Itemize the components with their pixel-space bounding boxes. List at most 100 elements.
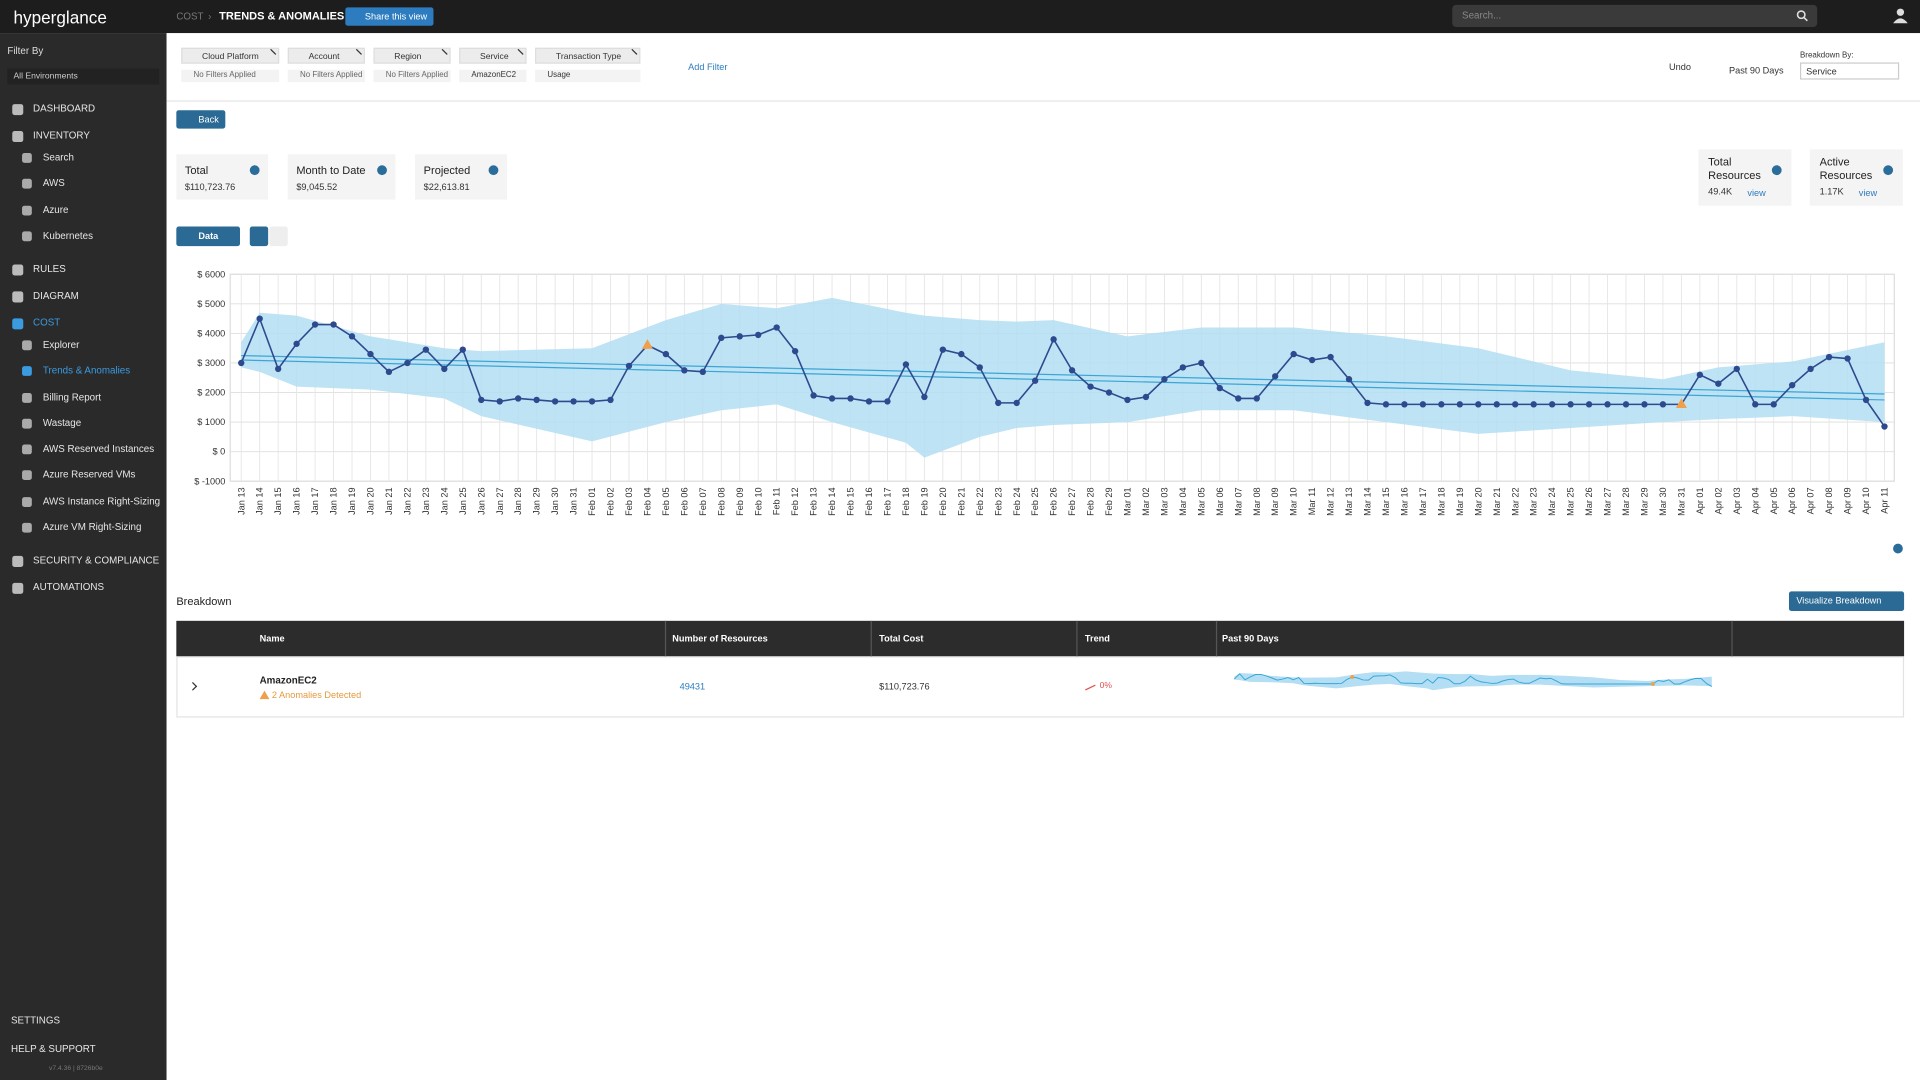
column-header[interactable]: Name: [259, 633, 285, 645]
x-tick-label: Feb 21: [956, 487, 966, 516]
y-tick-label: $ 4000: [197, 328, 225, 338]
row-resources[interactable]: 49431: [679, 680, 706, 692]
nav-subitem[interactable]: Wastage: [42, 417, 82, 429]
x-tick-label: Mar 15: [1381, 487, 1391, 516]
info-icon[interactable]: [1771, 165, 1782, 176]
data-point: [1641, 401, 1648, 408]
data-button[interactable]: Data: [176, 226, 241, 247]
share-button[interactable]: Share this view: [345, 7, 434, 26]
nav-item[interactable]: SECURITY & COMPLIANCE: [33, 554, 160, 566]
breadcrumb[interactable]: COST: [176, 11, 204, 23]
nav-subitem[interactable]: AWS Instance Right-Sizing: [42, 495, 161, 507]
nav-item[interactable]: COST: [33, 317, 61, 329]
column-header[interactable]: Total Cost: [879, 633, 924, 645]
settings[interactable]: SETTINGS: [11, 1015, 61, 1027]
visualize-button[interactable]: Visualize Breakdown: [1788, 591, 1905, 612]
info-icon[interactable]: [377, 165, 387, 176]
stat-value: $22,613.81: [423, 181, 470, 193]
back-button[interactable]: Back: [176, 110, 226, 129]
info-icon[interactable]: [1893, 543, 1903, 554]
x-tick-label: Mar 18: [1436, 487, 1446, 516]
data-point: [570, 398, 577, 405]
nav-subitem[interactable]: Azure Reserved VMs: [42, 469, 136, 481]
column-divider: [1076, 620, 1078, 657]
data-point: [1862, 396, 1870, 404]
nav-subitem[interactable]: Billing Report: [42, 391, 102, 403]
search-box[interactable]: Search...: [1452, 4, 1818, 27]
filter-chip[interactable]: Account: [287, 47, 365, 64]
filter-value[interactable]: No Filters Applied: [287, 69, 365, 83]
nav-icon: [12, 291, 24, 303]
breakdown-select[interactable]: Service: [1800, 62, 1900, 80]
data-point: [865, 398, 873, 405]
data-point: [662, 350, 670, 358]
x-tick-label: Mar 20: [1473, 487, 1483, 516]
stat-card: [176, 154, 269, 200]
info-icon[interactable]: [1883, 165, 1894, 176]
nav-subitem[interactable]: Search: [42, 151, 74, 163]
x-tick-label: Apr 08: [1824, 487, 1834, 514]
user-icon[interactable]: [1893, 7, 1908, 24]
nav-subitem[interactable]: Trends & Anomalies: [42, 365, 131, 377]
nav-subitem[interactable]: AWS Reserved Instances: [42, 443, 155, 455]
nav-subitem[interactable]: AWS: [42, 177, 65, 189]
data-point: [496, 398, 503, 405]
x-tick-label: Feb 07: [698, 487, 708, 516]
filter-chip[interactable]: Transaction Type: [535, 47, 641, 64]
anomaly-marker: [641, 339, 653, 349]
nav-subitem[interactable]: Explorer: [42, 339, 80, 351]
environment-select[interactable]: All Environments: [7, 68, 160, 85]
x-tick-label: Mar 05: [1196, 487, 1206, 516]
filter-chip[interactable]: Region: [373, 47, 451, 64]
info-icon[interactable]: [249, 165, 260, 176]
data-point: [514, 395, 522, 402]
line-view-button[interactable]: [249, 226, 269, 247]
x-tick-label: Feb 27: [1067, 487, 1077, 516]
nav-item[interactable]: AUTOMATIONS: [33, 581, 105, 593]
data-point: [588, 398, 596, 405]
filter-value[interactable]: Usage: [535, 69, 641, 83]
period[interactable]: Past 90 Days: [1728, 64, 1784, 76]
column-header[interactable]: Past 90 Days: [1222, 633, 1279, 645]
undo[interactable]: Undo: [1668, 61, 1691, 73]
help[interactable]: HELP & SUPPORT: [11, 1043, 96, 1055]
data-point: [1696, 371, 1704, 378]
nav-subitem[interactable]: Azure: [42, 203, 69, 216]
add-filter[interactable]: Add Filter: [688, 61, 728, 73]
resource-link[interactable]: view: [1747, 187, 1766, 199]
filter-chip[interactable]: Service: [459, 47, 527, 64]
data-point: [1364, 399, 1371, 407]
info-icon[interactable]: [488, 165, 499, 176]
data-point: [478, 396, 485, 404]
x-tick-label: Mar 06: [1215, 487, 1225, 516]
version: v7.4.36 | 8726b0e: [48, 1065, 103, 1073]
nav-item[interactable]: DASHBOARD: [33, 102, 96, 114]
filter-value[interactable]: AmazonEC2: [459, 69, 527, 83]
data-point: [1198, 359, 1205, 367]
data-point: [348, 333, 356, 340]
column-header[interactable]: Number of Resources: [672, 633, 768, 645]
nav-subitem[interactable]: Kubernetes: [42, 230, 93, 242]
x-tick-label: Feb 10: [753, 487, 763, 516]
stat-value: $110,723.76: [184, 181, 236, 193]
nav-item[interactable]: RULES: [33, 263, 66, 275]
nav-icon: [22, 153, 32, 163]
column-header[interactable]: Trend: [1084, 633, 1110, 645]
data-point: [1382, 401, 1390, 408]
filter-chip[interactable]: Cloud Platform: [181, 47, 280, 64]
separator: [166, 100, 1920, 102]
data-point: [976, 364, 983, 371]
nav-item[interactable]: INVENTORY: [33, 129, 90, 141]
nav-icon: [12, 318, 24, 330]
filter-value[interactable]: No Filters Applied: [373, 69, 451, 83]
data-point: [1419, 401, 1427, 408]
x-tick-label: Jan 13: [236, 487, 246, 515]
logo[interactable]: hyperglance: [13, 7, 107, 27]
bar-view-button[interactable]: [269, 226, 288, 247]
filter-value[interactable]: No Filters Applied: [181, 69, 280, 83]
x-tick-label: Jan 16: [292, 487, 302, 515]
nav-subitem[interactable]: Azure VM Right-Sizing: [42, 521, 142, 533]
x-tick-label: Feb 09: [735, 487, 745, 516]
nav-item[interactable]: DIAGRAM: [33, 290, 79, 302]
resource-link[interactable]: view: [1858, 187, 1878, 199]
